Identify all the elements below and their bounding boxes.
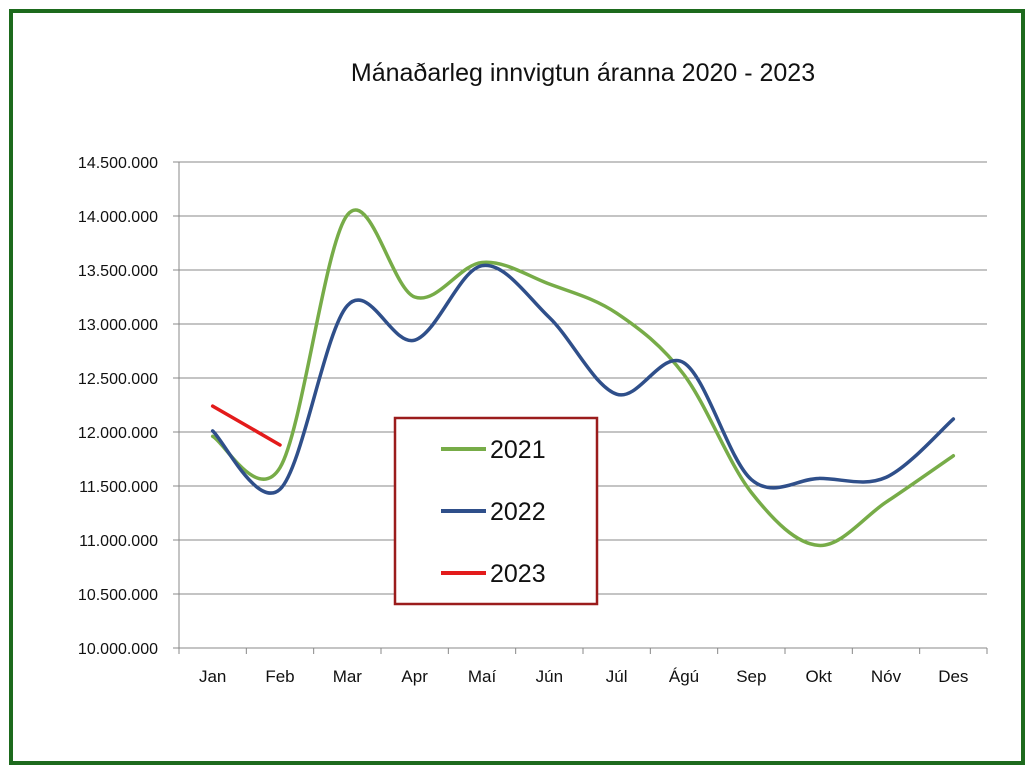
legend-label-2022: 2022 [490, 498, 546, 526]
x-tick-label: Sep [736, 667, 766, 686]
y-tick-label: 14.500.000 [78, 155, 158, 172]
x-tick-label: Nóv [871, 667, 902, 686]
legend-box [393, 416, 599, 606]
series-line-2022 [210, 263, 956, 495]
chart-title: Mánaðarleg innvigtun áranna 2020 - 2023 [351, 59, 815, 87]
y-tick-label: 11.500.000 [79, 479, 158, 496]
x-tick-label: Júl [606, 667, 628, 686]
y-tick-label: 12.500.000 [78, 371, 158, 388]
legend: 2021 2022 2023 [393, 416, 599, 606]
x-tick-label: Des [938, 667, 968, 686]
x-tick-label: Ágú [669, 667, 699, 686]
series-line-2021 [210, 208, 956, 548]
y-tick-label: 12.000.000 [78, 425, 158, 442]
legend-label-2021: 2021 [490, 436, 546, 464]
y-tick-label: 10.000.000 [78, 641, 158, 658]
chart-frame [9, 9, 1025, 765]
series-line-2023 [210, 404, 282, 447]
x-tick-label: Feb [265, 667, 294, 686]
y-tick-label: 13.500.000 [78, 263, 158, 280]
x-tick-label: Maí [468, 667, 497, 686]
y-tick-label: 11.000.000 [79, 533, 158, 550]
y-tick-label: 13.000.000 [78, 317, 158, 334]
y-tick-label: 14.000.000 [78, 209, 158, 226]
x-tick-label: Jan [199, 667, 226, 686]
legend-label-2023: 2023 [490, 560, 546, 588]
y-tick-label: 10.500.000 [78, 587, 158, 604]
x-tick-label: Jún [536, 667, 563, 686]
x-tick-label: Okt [805, 667, 832, 686]
x-tick-label: Mar [333, 667, 363, 686]
x-tick-label: Apr [401, 667, 428, 686]
